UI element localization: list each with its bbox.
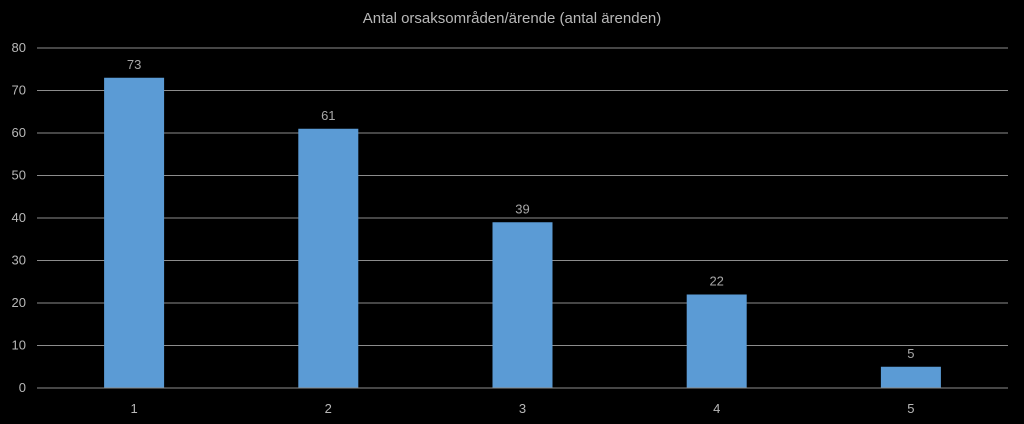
y-tick-label: 20	[12, 295, 26, 310]
y-tick-label: 50	[12, 168, 26, 183]
y-tick-label: 60	[12, 125, 26, 140]
bar	[492, 222, 553, 388]
bar	[880, 366, 941, 388]
x-tick-label: 5	[907, 401, 914, 416]
x-tick-label: 4	[713, 401, 720, 416]
data-label: 61	[321, 108, 335, 123]
data-label: 22	[709, 274, 723, 289]
x-tick-label: 2	[325, 401, 332, 416]
y-tick-label: 0	[19, 380, 26, 395]
bar	[104, 77, 165, 388]
chart-title: Antal orsaksområden/ärende (antal ärende…	[362, 10, 662, 27]
x-tick-label: 3	[519, 401, 526, 416]
y-tick-label: 10	[12, 338, 26, 353]
data-label: 39	[515, 201, 529, 216]
x-tick-label: 1	[130, 401, 137, 416]
data-label: 5	[907, 346, 914, 361]
bar	[686, 294, 747, 388]
data-label: 73	[127, 57, 141, 72]
y-tick-label: 30	[12, 253, 26, 268]
y-tick-label: 70	[12, 83, 26, 98]
bar	[298, 128, 359, 388]
y-tick-label: 80	[12, 40, 26, 55]
y-tick-label: 40	[12, 210, 26, 225]
